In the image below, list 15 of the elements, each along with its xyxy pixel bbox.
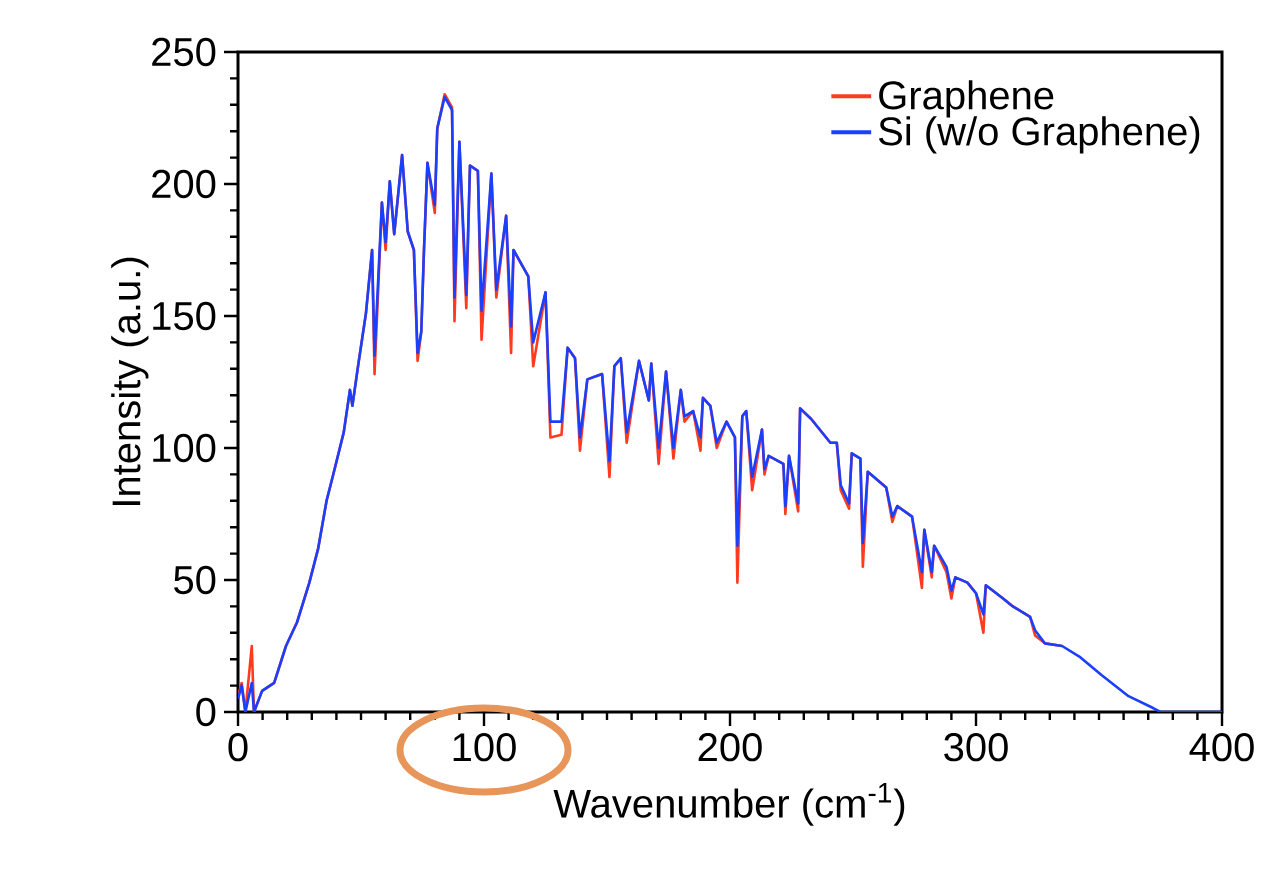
x-axis-title: Wavenumber (cm$^{-1}$) [553,783,905,826]
y-tick-label: 150 [153,301,216,331]
y-tick-label: 50 [174,565,216,595]
y-tick-label: 200 [152,169,216,199]
x-tick-label: 300 [944,733,1008,762]
x-tick-label: 100 [453,733,516,762]
x-tick-label: 200 [698,733,762,762]
legend-label: Graphene [879,80,1054,118]
y-axis-title: Intensity (a.u.) [111,257,149,506]
y-tick-label: 0 [196,697,216,727]
y-tick-label: 100 [153,433,216,463]
x-tick-label: 0 [228,733,248,762]
y-tick-label: 250 [152,37,216,67]
legend-label: Si (w/o Graphene) [879,116,1200,154]
x-tick-label: 400 [1189,733,1254,762]
